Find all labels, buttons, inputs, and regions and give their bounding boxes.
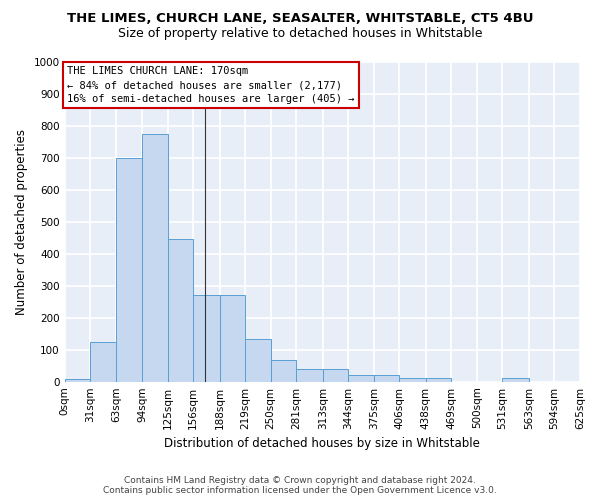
Text: Size of property relative to detached houses in Whitstable: Size of property relative to detached ho… (118, 28, 482, 40)
Bar (245, 340, 271, 382)
Bar (142, 134, 167, 382)
Bar (271, 360, 296, 382)
Bar (65, 379, 90, 382)
X-axis label: Distribution of detached houses by size in Whitstable: Distribution of detached houses by size … (164, 437, 480, 450)
Bar (426, 378, 451, 382)
Bar (116, 158, 142, 382)
Text: THE LIMES, CHURCH LANE, SEASALTER, WHITSTABLE, CT5 4BU: THE LIMES, CHURCH LANE, SEASALTER, WHITS… (67, 12, 533, 26)
Bar (220, 295, 245, 382)
Bar (348, 374, 374, 382)
Bar (323, 369, 348, 382)
Bar (167, 239, 193, 382)
Bar (90, 342, 116, 382)
Bar (193, 295, 220, 382)
Text: THE LIMES CHURCH LANE: 170sqm
← 84% of detached houses are smaller (2,177)
16% o: THE LIMES CHURCH LANE: 170sqm ← 84% of d… (67, 66, 355, 104)
Bar (296, 369, 323, 382)
Bar (400, 378, 426, 382)
Bar (374, 374, 400, 382)
Text: Contains HM Land Registry data © Crown copyright and database right 2024.
Contai: Contains HM Land Registry data © Crown c… (103, 476, 497, 495)
Y-axis label: Number of detached properties: Number of detached properties (15, 128, 28, 314)
Bar (502, 378, 529, 382)
